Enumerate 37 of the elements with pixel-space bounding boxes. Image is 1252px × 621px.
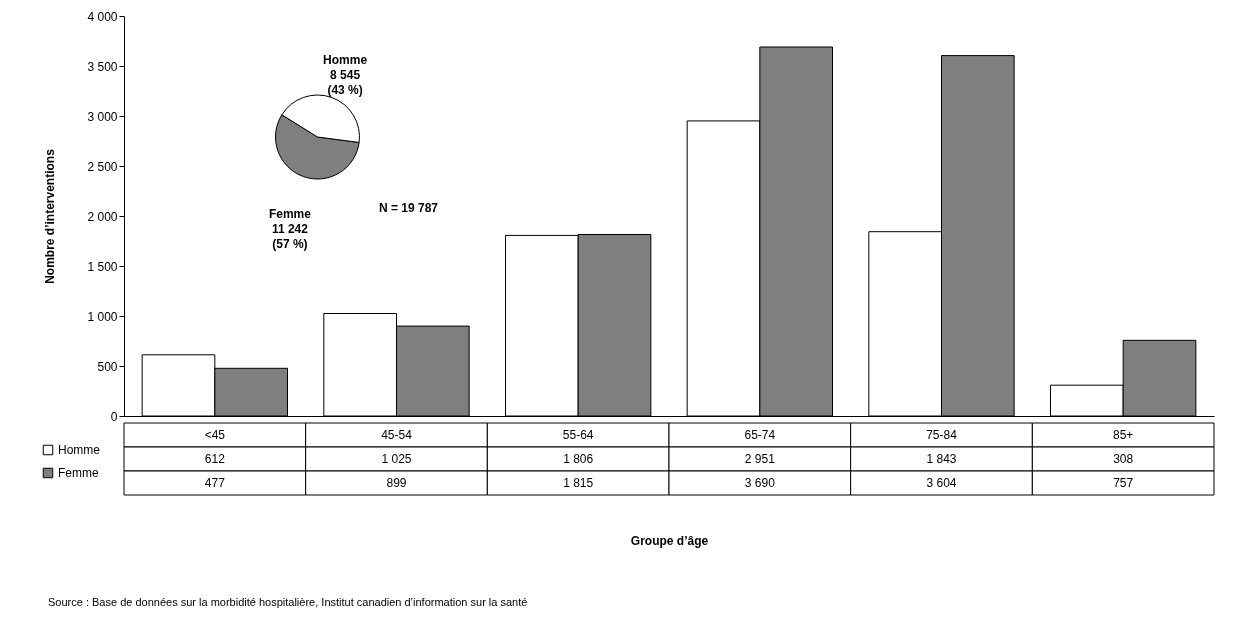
x-tick-label: 65-74 (744, 428, 776, 442)
data-label: 757 (1113, 476, 1134, 490)
data-label: 8 545 (43 %) (327, 67, 363, 97)
y-tick-label: 1 500 (87, 259, 118, 274)
data-label: 3 604 (926, 476, 957, 490)
x-tick-label: 45-54 (381, 428, 413, 442)
x-axis-title: Groupe d’âge (630, 533, 709, 548)
slice-label: Homme (323, 52, 368, 67)
x-tick-label: <45 (204, 428, 226, 442)
y-tick-label: 3 000 (87, 109, 118, 124)
y-tick-label: 4 000 (87, 9, 118, 24)
data-label: 477 (204, 476, 226, 490)
data-label: 2 951 (744, 452, 776, 466)
y-tick-label: 500 (97, 359, 118, 374)
data-label: 3 690 (744, 476, 776, 490)
data-label: 899 (386, 476, 407, 490)
data-label: 1 806 (563, 452, 594, 466)
annotation: N = 19 787 (378, 201, 439, 215)
legend-label: Femme (58, 466, 99, 480)
x-tick-label: 85+ (1112, 428, 1134, 442)
source-note: Source : Base de données sur la morbidité hospitalière, Institut canadien d’information sur la santé (48, 596, 528, 608)
y-tick-label: 3 500 (87, 59, 118, 74)
data-label: 308 (1113, 452, 1134, 466)
y-tick-label: 2 000 (87, 209, 118, 224)
y-tick-label: 0 (110, 409, 118, 424)
y-tick-label: 1 000 (87, 309, 118, 324)
data-label: 1 843 (926, 452, 957, 466)
slice-label: Femme (268, 207, 312, 222)
data-label: 1 025 (381, 452, 412, 466)
y-axis-title: Nombre d’interventions (43, 148, 58, 284)
y-tick-label: 2 500 (87, 159, 118, 174)
x-tick-label: 75-84 (926, 428, 958, 442)
data-label: 612 (204, 452, 226, 466)
x-tick-label: 55-64 (562, 428, 594, 442)
data-label: 11 242 (57 %) (271, 222, 309, 252)
data-label: 1 815 (563, 476, 594, 490)
legend-label: Homme (58, 443, 101, 457)
